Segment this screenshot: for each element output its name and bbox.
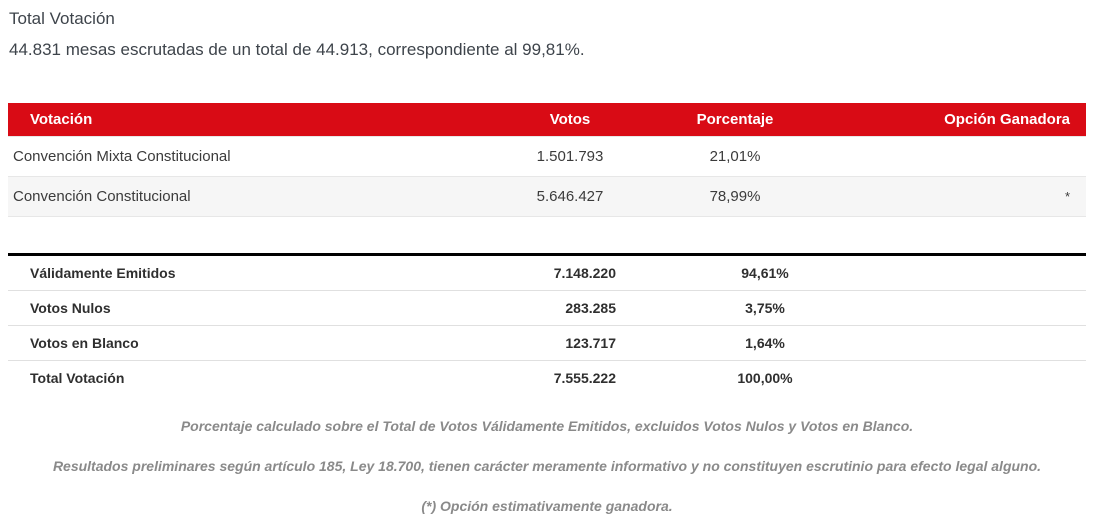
results-table: Votación Votos Porcentaje Opción Ganador… (8, 103, 1086, 217)
total-label: Válidamente Emitidos (30, 265, 176, 281)
column-header-opcion-ganadora: Opción Ganadora (790, 103, 1086, 137)
total-percentage: 94,61% (741, 265, 789, 281)
table-row: Total Votación 7.555.222 100,00% (8, 360, 1086, 395)
table-row: Votos en Blanco 123.717 1,64% (8, 325, 1086, 361)
option-percentage: 21,01% (680, 136, 790, 177)
footnotes: Porcentaje calculado sobre el Total de V… (8, 418, 1086, 514)
results-table-header: Votación Votos Porcentaje Opción Ganador… (8, 103, 1086, 137)
table-row: Votos Nulos 283.285 3,75% (8, 290, 1086, 326)
total-percentage: 1,64% (620, 325, 910, 361)
option-votes: 5.646.427 (460, 176, 680, 217)
footnote-percentage-basis: Porcentaje calculado sobre el Total de V… (180, 418, 914, 434)
total-label: Total Votación (8, 360, 460, 395)
totals-table: Válidamente Emitidos 7.148.220 94,61% Vo… (8, 253, 1086, 395)
table-row: Convención Constitucional 5.646.427 78,9… (8, 176, 1086, 217)
total-label: Votos Nulos (8, 290, 460, 326)
winning-option-marker (790, 136, 1086, 177)
page-title: Total Votación (9, 9, 115, 28)
footnote-winner-marker-legend: (*) Opción estimativamente ganadora. (421, 498, 673, 514)
column-header-porcentaje: Porcentaje (680, 103, 790, 137)
total-percentage: 100,00% (620, 360, 910, 395)
total-votes: 123.717 (460, 325, 620, 361)
option-name: Convención Constitucional (8, 176, 460, 217)
total-label: Votos en Blanco (8, 325, 460, 361)
total-votes: 7.555.222 (460, 360, 620, 395)
column-header-votacion: Votación (8, 103, 460, 137)
mesas-escrutadas-summary: 44.831 mesas escrutadas de un total de 4… (9, 40, 585, 59)
winning-option-marker: * (790, 176, 1086, 217)
total-votes: 7.148.220 (553, 265, 616, 281)
table-row: Válidamente Emitidos 7.148.220 94,61% (8, 255, 1086, 291)
results-section: Votación Votos Porcentaje Opción Ganador… (8, 103, 1086, 514)
total-votes: 283.285 (460, 290, 620, 326)
option-percentage: 78,99% (680, 176, 790, 217)
footnote-preliminary-results: Resultados preliminares según artículo 1… (52, 458, 1042, 474)
page-header: Total Votación 44.831 mesas escrutadas d… (0, 0, 1094, 60)
table-row: Convención Mixta Constitucional 1.501.79… (8, 136, 1086, 177)
total-percentage: 3,75% (620, 290, 910, 326)
column-header-votos: Votos (460, 103, 680, 137)
option-name: Convención Mixta Constitucional (8, 136, 460, 177)
option-votes: 1.501.793 (460, 136, 680, 177)
